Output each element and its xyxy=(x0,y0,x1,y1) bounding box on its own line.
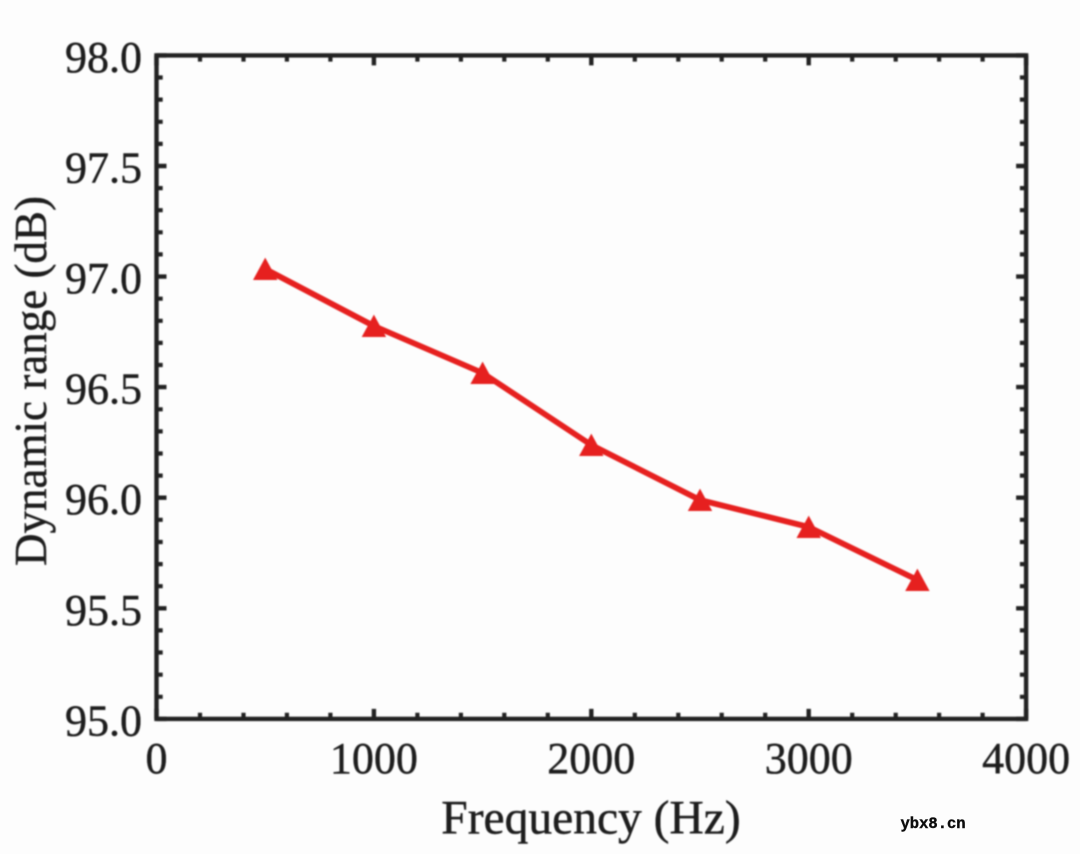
svg-text:Dynamic range (dB): Dynamic range (dB) xyxy=(6,196,56,566)
svg-text:Frequency (Hz): Frequency (Hz) xyxy=(441,793,740,845)
svg-text:96.5: 96.5 xyxy=(65,365,142,414)
svg-text:1000: 1000 xyxy=(330,734,418,783)
svg-text:95.5: 95.5 xyxy=(65,586,142,635)
svg-text:0: 0 xyxy=(146,734,168,783)
svg-text:2000: 2000 xyxy=(547,734,635,783)
svg-text:4000: 4000 xyxy=(982,734,1070,783)
svg-text:97.0: 97.0 xyxy=(65,254,142,303)
svg-text:98.0: 98.0 xyxy=(65,33,142,82)
svg-text:97.5: 97.5 xyxy=(65,144,142,193)
svg-text:ybx8.cn: ybx8.cn xyxy=(901,815,966,833)
svg-text:95.0: 95.0 xyxy=(65,696,142,745)
svg-text:96.0: 96.0 xyxy=(65,475,142,524)
svg-text:3000: 3000 xyxy=(765,734,853,783)
